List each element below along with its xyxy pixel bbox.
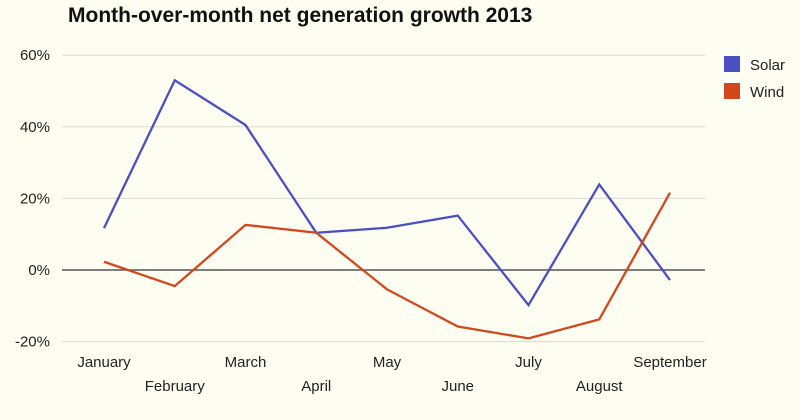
x-tick-label: April [301, 378, 331, 395]
legend-swatch-solar [724, 56, 740, 72]
y-tick-label: 40% [20, 119, 50, 136]
y-tick-label: 60% [20, 47, 50, 64]
x-tick-label: March [225, 354, 267, 371]
y-tick-label: 0% [28, 262, 50, 279]
x-tick-label: May [373, 354, 402, 371]
x-tick-label: January [77, 354, 131, 371]
series-line-solar [102, 78, 671, 308]
x-tick-label: July [515, 354, 542, 371]
chart-title: Month-over-month net generation growth 2… [68, 4, 533, 27]
x-tick-label: September [633, 354, 706, 371]
x-tick-label: August [576, 378, 624, 395]
y-tick-label: 20% [20, 190, 50, 207]
y-tick-label: -20% [15, 334, 50, 351]
x-tick-label: June [441, 378, 474, 395]
legend-label-solar: Solar [750, 57, 785, 74]
legend-label-wind: Wind [750, 84, 784, 101]
series-line-wind [103, 192, 672, 340]
x-tick-label: February [145, 378, 206, 395]
legend-swatch-wind [724, 83, 740, 99]
